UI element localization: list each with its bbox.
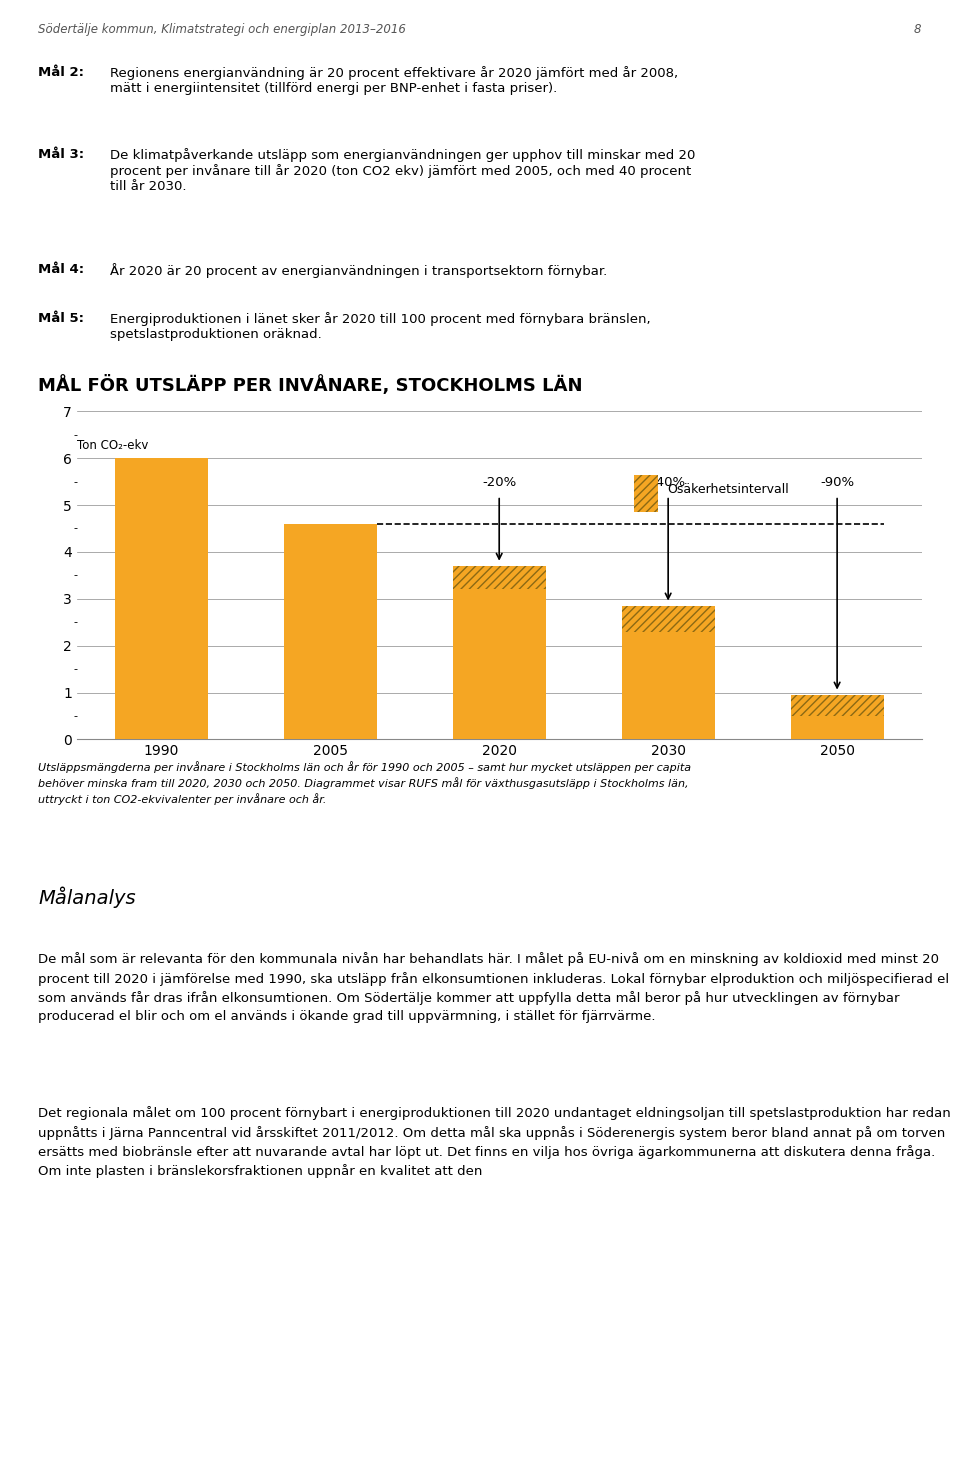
Text: Mål 2:: Mål 2: [38, 66, 84, 79]
Text: Mål 3:: Mål 3: [38, 148, 84, 161]
Bar [453, 590, 545, 739]
Text: -90%: -90% [820, 475, 854, 489]
Bar [622, 632, 714, 739]
Text: Utsläppsmängderna per invånare i Stockholms län och år för 1990 och 2005 – samt : Utsläppsmängderna per invånare i Stockho… [38, 761, 691, 805]
Text: Mål 4:: Mål 4: [38, 263, 84, 276]
Text: Målanalys: Målanalys [38, 886, 136, 908]
Text: 8: 8 [914, 23, 922, 37]
Bar [115, 458, 207, 739]
Text: År 2020 är 20 procent av energianvändningen i transportsektorn förnybar.: År 2020 är 20 procent av energianvändnin… [110, 263, 608, 277]
Bar [622, 606, 714, 632]
Bar [791, 695, 883, 716]
Text: Energiproduktionen i länet sker år 2020 till 100 procent med förnybara bränslen,: Energiproduktionen i länet sker år 2020 … [110, 312, 651, 342]
Text: MÅL FÖR UTSLÄPP PER INVÅNARE, STOCKHOLMS LÄN: MÅL FÖR UTSLÄPP PER INVÅNARE, STOCKHOLMS… [38, 374, 583, 395]
Text: -20%: -20% [482, 475, 516, 489]
Text: Ton CO₂-ekv: Ton CO₂-ekv [77, 439, 148, 452]
Text: De mål som är relevanta för den kommunala nivån har behandlats här. I målet på E: De mål som är relevanta för den kommunal… [38, 952, 949, 1022]
Bar [791, 716, 883, 739]
Text: Regionens energianvändning är 20 procent effektivare år 2020 jämfört med år 2008: Regionens energianvändning är 20 procent… [110, 66, 679, 95]
Text: De klimatpåverkande utsläpp som energianvändningen ger upphov till minskar med 2: De klimatpåverkande utsläpp som energian… [110, 148, 696, 194]
Bar [453, 566, 545, 590]
Bar [284, 524, 376, 739]
Text: Mål 5:: Mål 5: [38, 312, 84, 326]
Text: Södertälje kommun, Klimatstrategi och energiplan 2013–2016: Södertälje kommun, Klimatstrategi och en… [38, 23, 406, 37]
Text: Det regionala målet om 100 procent förnybart i energiproduktionen till 2020 unda: Det regionala målet om 100 procent förny… [38, 1106, 951, 1178]
Text: Osäkerhetsintervall: Osäkerhetsintervall [667, 484, 789, 496]
Text: -40%: -40% [651, 475, 685, 489]
